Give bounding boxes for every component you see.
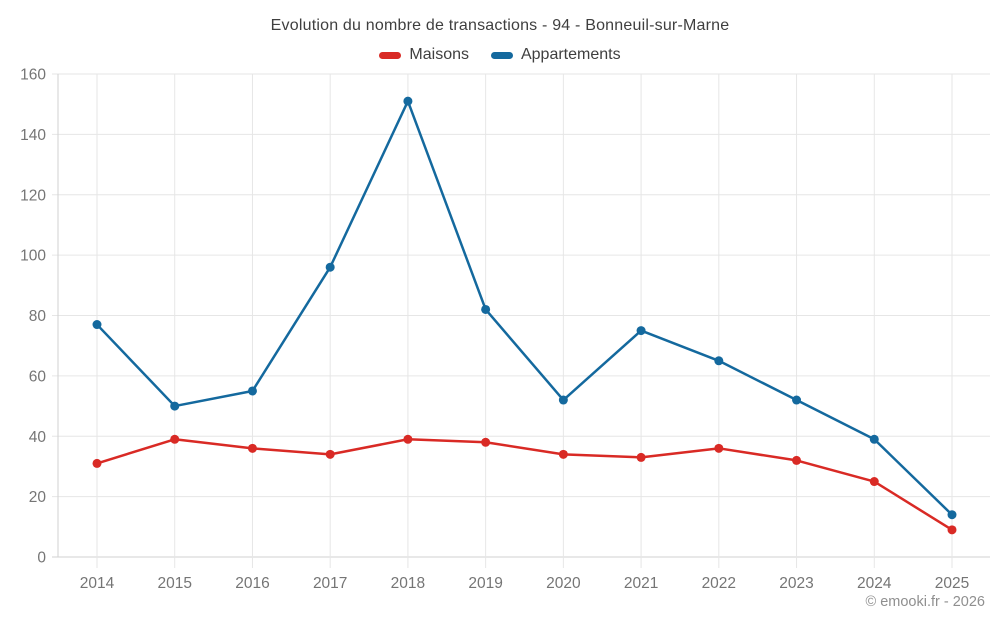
data-point-appartements-2023[interactable]	[792, 395, 802, 405]
appartements-line	[95, 99, 954, 516]
maisons-swatch-icon	[379, 51, 402, 59]
y-tick-label: 100	[20, 248, 46, 265]
chart-title: Evolution du nombre de transactions - 94…	[270, 17, 730, 34]
x-tick-label: 2022	[702, 575, 736, 592]
x-tick-label: 2014	[80, 575, 115, 592]
data-point-maisons-2016[interactable]	[247, 443, 257, 453]
y-tick-label: 0	[37, 550, 46, 567]
y-tick-label: 160	[20, 67, 46, 84]
data-point-maisons-2021[interactable]	[636, 452, 646, 462]
data-point-maisons-2023[interactable]	[792, 455, 802, 465]
data-point-maisons-2022[interactable]	[714, 443, 724, 453]
data-point-maisons-2025[interactable]	[947, 525, 957, 535]
x-tick-label: 2016	[235, 575, 269, 592]
data-point-appartements-2022[interactable]	[714, 356, 724, 366]
legend-label-appartements: Appartements	[520, 46, 621, 63]
data-point-appartements-2024[interactable]	[869, 434, 879, 444]
data-point-appartements-2016[interactable]	[247, 386, 257, 396]
legend-item-maisons[interactable]: Maisons	[379, 46, 469, 64]
data-point-maisons-2017[interactable]	[325, 449, 335, 459]
y-tick-label: 80	[29, 308, 47, 325]
data-point-appartements-2025[interactable]	[947, 510, 957, 520]
data-point-appartements-2019[interactable]	[481, 304, 491, 314]
y-tick-label: 140	[20, 127, 46, 144]
data-point-maisons-2024[interactable]	[869, 477, 879, 487]
x-tick-label: 2018	[391, 575, 425, 592]
y-tick-label: 40	[29, 429, 47, 446]
y-tick-label: 120	[20, 187, 46, 204]
data-point-maisons-2015[interactable]	[170, 434, 180, 444]
x-tick-label: 2019	[468, 575, 502, 592]
x-tick-label: 2025	[935, 575, 969, 592]
y-tick-label: 20	[29, 489, 47, 506]
data-point-appartements-2020[interactable]	[558, 395, 568, 405]
x-tick-label: 2015	[157, 575, 191, 592]
maisons-line	[95, 438, 954, 532]
copyright-footer: © emooki.fr - 2026	[865, 594, 985, 610]
data-point-appartements-2014[interactable]	[92, 320, 102, 330]
appartements-swatch-icon	[490, 51, 513, 59]
data-point-appartements-2015[interactable]	[170, 401, 180, 411]
x-tick-label: 2021	[624, 575, 658, 592]
data-point-appartements-2021[interactable]	[636, 326, 646, 336]
x-tick-label: 2020	[546, 575, 581, 592]
data-point-maisons-2020[interactable]	[558, 449, 568, 459]
data-point-appartements-2018[interactable]	[403, 96, 413, 106]
data-point-maisons-2019[interactable]	[481, 437, 491, 447]
x-tick-label: 2017	[313, 575, 347, 592]
y-tick-label: 60	[29, 368, 47, 385]
legend-item-appartements[interactable]: Appartements	[490, 46, 621, 64]
data-point-appartements-2017[interactable]	[325, 262, 335, 272]
chart-legend: Maisons Appartements	[0, 46, 1000, 64]
legend-label-maisons: Maisons	[409, 46, 469, 63]
x-tick-label: 2023	[779, 575, 813, 592]
data-point-maisons-2018[interactable]	[403, 434, 413, 444]
x-tick-label: 2024	[857, 575, 892, 592]
data-point-maisons-2014[interactable]	[92, 458, 102, 468]
